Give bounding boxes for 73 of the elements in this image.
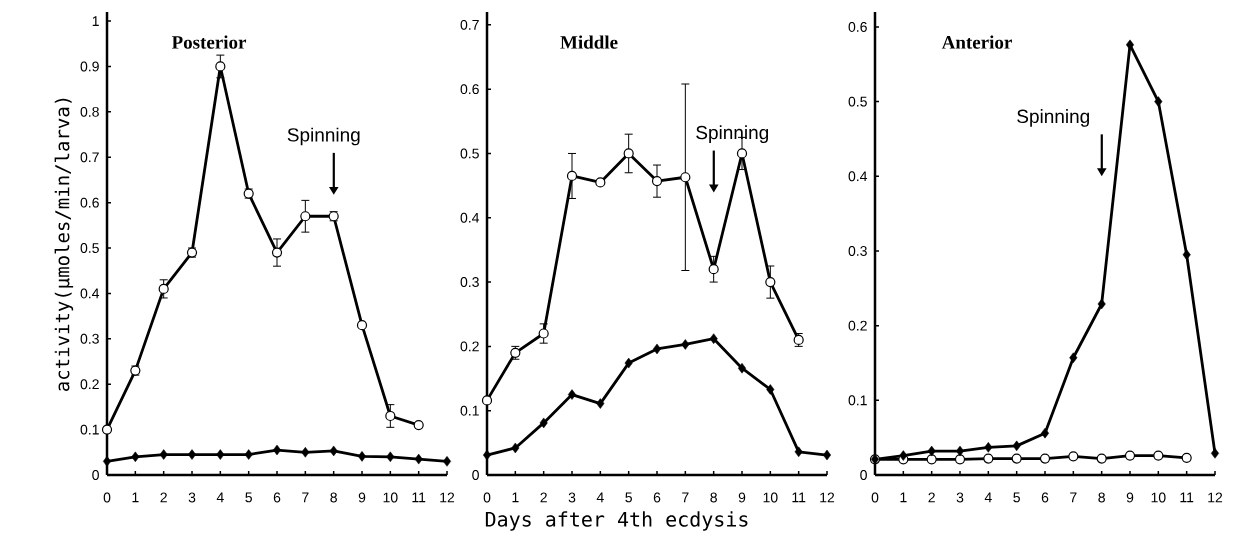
x-tick-label: 9 [738,492,746,503]
x-tick-label: 12 [440,492,455,503]
x-tick-label: 1 [132,492,139,503]
x-tick-label: 0 [871,492,879,503]
y-tick-label: 0.3 [848,245,867,256]
text: Posterior [171,35,247,49]
y-tick-label: 0.8 [80,106,99,117]
y-tick-label: 0.3 [80,333,99,344]
x-tick-label: 3 [568,492,576,503]
x-tick-label: 0 [483,492,491,503]
y-tick-label: 0.9 [80,61,99,72]
y-tick-label: 0.3 [460,277,479,288]
y-tick-label: 0.2 [80,379,99,390]
x-tick-label: 3 [188,492,196,503]
y-tick-label: 0.6 [848,21,867,32]
x-tick-label: 12 [820,492,835,503]
y-tick-label: 0.4 [80,288,100,299]
text: Middle [560,35,618,49]
y-tick-label: 0 [92,470,99,480]
y-tick-label: 1 [92,16,99,26]
x-tick-label: 1 [512,492,519,503]
x-tick-label: 5 [1013,492,1020,503]
x-tick-label: 11 [1180,492,1194,503]
y-tick-label: 0.4 [460,212,480,223]
y-tick-label: 0.7 [460,19,479,30]
text: Anterior [941,35,1012,49]
x-tick-label: 4 [984,492,992,503]
y-tick-label: 0.5 [80,243,99,253]
y-tick-label: 0.7 [80,152,99,163]
annotation: Spinning [1017,109,1089,127]
x-tick-label: 8 [330,492,337,503]
y-tick-label: 0.5 [460,148,479,159]
y-tick-label: 0.4 [848,171,868,182]
y-tick-label: 0 [860,470,867,480]
x-tick-label: 4 [216,492,224,503]
x-tick-label: 9 [1126,492,1134,503]
x-tick-label: 2 [928,492,935,503]
x-tick-label: 12 [1208,492,1223,503]
y-tick-label: 0.6 [460,84,479,95]
x-tick-label: 11 [792,492,806,503]
x-tick-label: 10 [763,492,778,503]
x-tick-label: 6 [1041,492,1049,503]
annotation: Spinning [287,127,360,146]
x-tick-label: 8 [710,492,717,503]
y-tick-label: 0.1 [80,424,99,435]
y-axis-title: activity(μmoles/min/larva) [54,98,74,391]
x-tick-label: 6 [273,492,281,503]
x-tick-label: 10 [1151,492,1166,503]
x-tick-label: 7 [302,492,309,503]
x-tick-label: 3 [956,492,964,503]
x-axis-title: Days after 4th ecdysis [485,511,748,531]
x-tick-label: 4 [596,492,604,503]
y-tick-label: 0.5 [848,96,867,107]
x-tick-label: 2 [540,492,547,503]
x-tick-label: 10 [383,492,398,503]
y-tick-label: 0.6 [80,197,99,208]
x-tick-label: 7 [1070,492,1077,503]
x-tick-label: 7 [682,492,689,503]
annotation: Spinning [696,125,769,144]
y-tick-label: 0.2 [460,341,479,352]
y-tick-label: 0.1 [848,395,867,406]
x-tick-label: 9 [358,492,366,503]
x-tick-label: 2 [160,492,167,503]
x-tick-label: 0 [103,492,111,503]
x-tick-label: 5 [625,492,632,503]
x-tick-label: 5 [245,492,252,503]
x-tick-label: 6 [653,492,661,503]
x-tick-label: 8 [1098,492,1105,503]
y-tick-label: 0.1 [460,405,479,416]
x-tick-label: 1 [900,492,907,503]
y-tick-label: 0 [472,470,479,480]
y-tick-label: 0.2 [848,320,867,331]
x-tick-label: 11 [412,492,426,503]
